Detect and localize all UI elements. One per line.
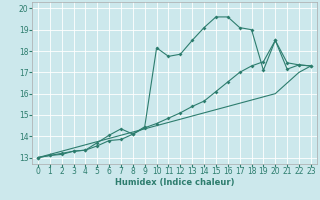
X-axis label: Humidex (Indice chaleur): Humidex (Indice chaleur) — [115, 178, 234, 187]
